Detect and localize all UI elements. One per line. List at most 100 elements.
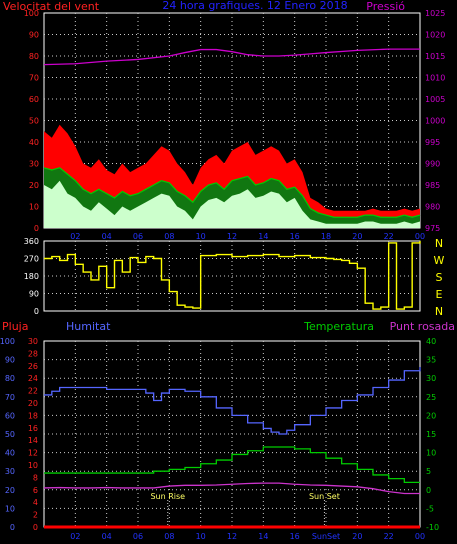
panel-3-series (43, 367, 421, 529)
temperature-tick-label: 35 (426, 356, 436, 365)
rain-tick-label: 6 (33, 486, 38, 495)
rain-tick-label: 26 (28, 362, 38, 371)
temperature-tick-label: 40 (426, 337, 436, 346)
rain-tick-label: 22 (28, 387, 38, 396)
p1-left-tick-label: 40 (29, 138, 39, 147)
p1-left-tick-label: 0 (34, 224, 39, 233)
p1-right-tick-label: 1020 (425, 31, 445, 40)
p1-left-tick-label: 80 (29, 52, 39, 61)
humidity-tick-label: 90 (5, 356, 15, 365)
temperature-tick-label: 0 (426, 486, 431, 495)
humidity-tick-label: 100 (0, 337, 15, 346)
p1-x-tick-label: 08 (164, 232, 174, 241)
p1-left-tick-label: 90 (29, 31, 39, 40)
left-axis-label-humidity: Humitat (66, 320, 111, 333)
p1-x-tick-label: 02 (70, 232, 80, 241)
p1-right-tick-label: 975 (425, 224, 440, 233)
rain-tick-label: 16 (28, 424, 38, 433)
p3-x-tick-label: 20 (352, 532, 362, 541)
p3-x-tick-label: SunSet (312, 532, 340, 541)
p1-x-tick-label: 12 (227, 232, 237, 241)
p1-right-tick-label: 1025 (425, 9, 445, 18)
panel-3-annotations: Sun Rise Sun Set (150, 492, 340, 527)
p1-right-tick-label: 1010 (425, 74, 445, 83)
p3-x-tick-label: 22 (384, 532, 394, 541)
humidity-line (44, 367, 421, 435)
temperature-tick-label: 5 (426, 467, 431, 476)
wind-direction-line (44, 241, 421, 310)
left-axis-label-rain: Pluja (2, 320, 28, 333)
humidity-tick-label: 80 (5, 374, 15, 383)
humidity-tick-label: 10 (5, 504, 15, 513)
p1-x-tick-label: 22 (384, 232, 394, 241)
p1-right-tick-label: 1000 (425, 117, 445, 126)
rain-tick-label: 20 (28, 399, 38, 408)
p1-x-tick-label: 10 (196, 232, 206, 241)
wind-min-area (44, 180, 420, 228)
dew-point-line (43, 482, 420, 495)
p1-left-tick-label: 50 (29, 117, 39, 126)
panel-1-right-ticks: 975 980 985 990 995 1000 1005 1010 1015 1020 1025 (425, 9, 445, 233)
compass-label: W (434, 254, 445, 267)
rain-tick-label: 2 (33, 511, 38, 520)
humidity-tick-label: 60 (5, 411, 15, 420)
p1-x-tick-label: 04 (102, 232, 112, 241)
sun-annotation-label: Sun Set (309, 492, 340, 501)
rain-tick-label: 24 (28, 374, 38, 383)
panel-3-humidity-ticks: 0 10 20 30 40 50 60 70 80 90 100 (0, 337, 15, 532)
sun-annotation-label: Sun Rise (150, 492, 185, 501)
compass-label: N (435, 237, 443, 250)
p3-x-tick-label: 08 (164, 532, 174, 541)
p1-right-tick-label: 985 (425, 181, 440, 190)
panel-1-x-ticks: 02 04 06 08 10 12 14 16 18 20 22 00 (70, 232, 425, 241)
p2-left-tick-label: 90 (29, 290, 39, 299)
p1-right-tick-label: 980 (425, 203, 440, 212)
rain-tick-label: 0 (33, 523, 38, 532)
panel-3-x-ticks: 02 04 06 08 10 12 14 16 SunSet 20 22 00 (70, 532, 425, 541)
temperature-tick-label: 15 (426, 430, 436, 439)
p1-x-tick-label: 20 (352, 232, 362, 241)
rain-tick-label: 10 (28, 461, 38, 470)
p2-left-tick-label: 270 (24, 255, 39, 264)
p3-x-tick-label: 04 (102, 532, 112, 541)
p1-x-tick-label: 18 (321, 232, 331, 241)
p2-left-tick-label: 360 (24, 237, 39, 246)
humidity-tick-label: 40 (5, 449, 15, 458)
right-axis-label-temperature: Temperatura (303, 320, 374, 333)
wind-speed-line (43, 167, 421, 218)
temperature-tick-label: 25 (426, 393, 436, 402)
p3-x-tick-label: 10 (196, 532, 206, 541)
humidity-tick-label: 70 (5, 393, 15, 402)
temperature-tick-label: 10 (426, 449, 436, 458)
panel-2-left-ticks: 0 90 180 270 360 (24, 237, 39, 316)
p3-x-tick-label: 06 (133, 532, 143, 541)
p3-x-tick-label: 02 (70, 532, 80, 541)
p3-x-tick-label: 00 (415, 532, 425, 541)
left-axis-label-wind: Velocitat del vent (3, 0, 100, 13)
humidity-tick-label: 30 (5, 467, 15, 476)
p1-left-tick-label: 30 (29, 160, 39, 169)
temperature-tick-label: 20 (426, 411, 436, 420)
panel-2-series (44, 241, 421, 310)
p1-left-tick-label: 20 (29, 181, 39, 190)
p3-x-tick-label: 12 (227, 532, 237, 541)
rain-tick-label: 30 (28, 337, 38, 346)
p1-x-tick-label: 14 (258, 232, 268, 241)
p1-x-tick-label: 16 (290, 232, 300, 241)
rain-tick-label: 14 (28, 436, 38, 445)
chart-title: 24 hora grafiques. 12 Enero 2018 (162, 0, 347, 12)
p1-left-tick-label: 10 (29, 203, 39, 212)
rain-tick-label: 12 (28, 449, 38, 458)
panel-2-grid (44, 241, 420, 311)
p1-x-tick-label: 00 (415, 232, 425, 241)
p1-left-tick-label: 100 (24, 9, 39, 18)
temperature-tick-label: -10 (426, 523, 439, 532)
p1-right-tick-label: 990 (425, 160, 440, 169)
compass-label: S (436, 271, 443, 284)
right-axis-label-pressure: Pressió (366, 0, 405, 13)
temperature-line (44, 446, 420, 484)
rain-tick-label: 4 (33, 498, 38, 507)
temperature-tick-label: 30 (426, 374, 436, 383)
